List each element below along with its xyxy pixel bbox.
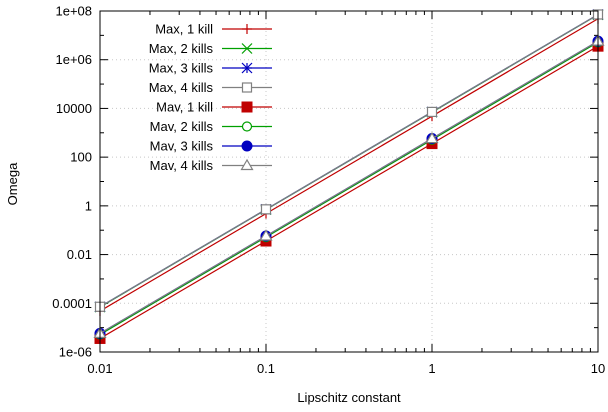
plot-frame xyxy=(99,10,599,353)
marker-square xyxy=(241,82,253,93)
marker-square xyxy=(241,101,253,113)
series-line xyxy=(99,13,599,308)
y-tick-label: 1e+06 xyxy=(55,52,92,67)
legend-marker xyxy=(242,24,252,34)
legend-label: Max, 3 kills xyxy=(149,61,214,76)
legend-entry: Max, 4 kills xyxy=(149,80,272,95)
legend-label: Max, 4 kills xyxy=(149,80,214,95)
legend-marker xyxy=(241,82,253,93)
y-tick-label: 0.01 xyxy=(67,247,92,262)
x-tick-label: 0.1 xyxy=(257,361,275,376)
legend-marker xyxy=(241,140,253,152)
y-tick-label: 0.0001 xyxy=(52,296,92,311)
y-tick-label: 1e-06 xyxy=(59,345,92,360)
legend-marker xyxy=(240,158,254,171)
series-line xyxy=(99,41,599,336)
legend-label: Mav, 4 kills xyxy=(150,158,214,173)
marker-circle xyxy=(241,140,253,152)
legend-entry: Mav, 4 kills xyxy=(150,158,272,173)
marker-circle xyxy=(241,121,253,132)
y-axis-title: Omega xyxy=(5,162,20,205)
marker-triangle xyxy=(425,131,439,144)
data-point xyxy=(425,131,439,144)
legend-marker xyxy=(241,43,253,54)
legend-label: Max, 1 kill xyxy=(155,22,213,37)
legend-entry: Mav, 2 kills xyxy=(150,119,272,134)
marker-triangle xyxy=(259,229,273,241)
x-tick-label: 0.01 xyxy=(87,361,112,376)
x-axis-title: Lipschitz constant xyxy=(297,390,401,405)
legend-entry: Max, 3 kills xyxy=(149,61,272,76)
legend-label: Mav, 1 kill xyxy=(156,100,213,115)
legend-entry: Mav, 3 kills xyxy=(150,139,272,154)
legend-entry: Max, 2 kills xyxy=(149,41,272,56)
series-line xyxy=(99,45,599,339)
x-tick-labels: 0.01 0.1 1 10 xyxy=(87,361,605,376)
x-tick-label: 1 xyxy=(428,361,435,376)
series-line xyxy=(99,18,599,312)
legend-marker xyxy=(241,121,253,132)
legend-entry: Mav, 1 kill xyxy=(156,100,272,115)
legend-label: Mav, 3 kills xyxy=(150,139,214,154)
marker-stroke xyxy=(241,62,253,74)
y-tick-label: 1 xyxy=(85,198,92,213)
x-tick-label: 10 xyxy=(591,361,605,376)
y-tick-label: 1e+08 xyxy=(55,4,92,19)
y-tick-label: 100 xyxy=(70,150,92,165)
legend-entry: Max, 1 kill xyxy=(155,22,272,37)
data-point xyxy=(259,229,273,241)
legend: Max, 1 kill Max, 2 kills Max, 3 kills Max, … xyxy=(149,22,272,173)
y-tick-label: 10000 xyxy=(56,101,92,116)
legend-label: Mav, 2 kills xyxy=(150,119,214,134)
marker-square xyxy=(426,106,438,118)
legend-marker xyxy=(241,62,253,74)
series-line xyxy=(99,40,599,334)
legend-label: Max, 2 kills xyxy=(149,41,214,56)
marker-stroke xyxy=(241,43,253,54)
data-point xyxy=(260,204,272,215)
marker-triangle xyxy=(240,158,254,171)
y-tick-labels: 1e-06 0.0001 0.01 1 100 10000 1e+06 1e+08 xyxy=(52,4,92,360)
legend-marker xyxy=(241,101,253,113)
data-point xyxy=(426,106,438,118)
marker-square xyxy=(260,204,272,215)
